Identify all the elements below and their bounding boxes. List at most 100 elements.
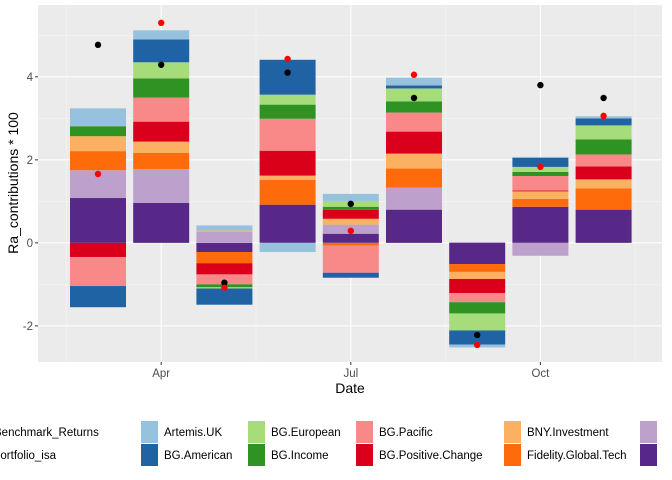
bar-segment — [575, 209, 632, 243]
bar-segment — [322, 193, 379, 201]
bar-segment — [386, 112, 442, 132]
legend-swatch — [356, 444, 373, 466]
bar-segment — [196, 230, 253, 232]
legend-swatch — [504, 444, 521, 466]
y-axis-label: Ra_contributions * 100 — [5, 112, 21, 254]
bar-segment — [512, 176, 569, 191]
bar-segment — [259, 150, 316, 176]
y-tick-label: 2 — [27, 155, 33, 167]
y-tick-label: 0 — [27, 238, 33, 250]
bar-segment — [322, 218, 379, 225]
bar-segment — [133, 39, 190, 63]
legend-swatch — [141, 444, 158, 466]
bar-segment — [133, 141, 190, 153]
legend-swatch — [248, 421, 265, 443]
bar-segment — [322, 206, 379, 210]
bar-segment — [70, 108, 126, 127]
bar-segment — [386, 187, 442, 210]
bar-segment — [259, 59, 316, 95]
bar-segment — [386, 168, 442, 188]
bar-segment — [322, 272, 379, 278]
data-point — [410, 71, 418, 78]
bar-segment — [196, 263, 253, 275]
legend-swatch — [356, 421, 373, 443]
bar-segment — [259, 179, 316, 205]
bar-segment — [70, 256, 126, 287]
bar-segment — [575, 118, 632, 126]
legend-swatch — [640, 421, 657, 443]
bar-segment — [512, 206, 569, 243]
legend-label: BG.Pacific — [379, 427, 433, 439]
bar-segment — [196, 231, 253, 243]
legend: Benchmark_Returns portfolio_isa Artemis.UK… — [0, 421, 657, 466]
data-point — [600, 94, 607, 102]
bars — [70, 30, 632, 348]
bar-segment — [133, 203, 190, 243]
bar-segment — [133, 152, 190, 169]
y-tick-label: -2 — [23, 321, 33, 333]
data-point — [347, 200, 354, 208]
legend-label: Benchmark_Returns — [0, 427, 99, 439]
bar-segment — [133, 62, 190, 79]
bar-segment — [259, 118, 316, 151]
bar-segment — [512, 242, 569, 256]
bar-segment — [575, 125, 632, 140]
legend-label: Artemis.UK — [164, 427, 222, 439]
legend-label: portfolio_isa — [0, 450, 57, 462]
bar-segment — [512, 171, 569, 177]
bar-segment — [449, 271, 506, 279]
bar-segment — [322, 242, 379, 246]
data-point — [474, 341, 481, 349]
data-point — [158, 61, 165, 68]
legend-swatch — [640, 444, 657, 466]
legend-label: BG.Positive.Change — [379, 450, 483, 462]
y-tick-label: 4 — [27, 72, 34, 84]
data-point — [537, 81, 544, 89]
bar-segment — [196, 274, 253, 285]
x-tick-label: Oct — [531, 368, 550, 380]
x-axis-label: Date — [335, 380, 365, 396]
bar-segment — [133, 121, 190, 142]
bar-segment — [575, 166, 632, 180]
bar-segment — [386, 85, 442, 89]
bar-segment — [575, 188, 632, 210]
bar-segment — [133, 168, 190, 204]
bar-segment — [70, 198, 126, 243]
bar-segment — [133, 78, 190, 98]
legend-label: Fidelity.Global.Tech — [527, 450, 627, 462]
bar-segment — [70, 151, 126, 171]
bar-segment — [196, 288, 253, 305]
bar-segment — [196, 242, 253, 252]
bar-segment — [70, 136, 126, 152]
data-point — [600, 112, 607, 120]
data-point — [94, 170, 102, 178]
bar-segment — [512, 198, 569, 207]
bar-segment — [512, 157, 569, 167]
bar-segment — [259, 242, 316, 252]
bar-segment — [70, 286, 126, 308]
bar-segment — [449, 278, 506, 294]
bar-segment — [449, 242, 506, 243]
bar-segment — [322, 233, 379, 243]
legend-label: BG.European — [271, 427, 341, 439]
x-tick-label: Apr — [152, 368, 170, 380]
x-tick-label: Jul — [343, 368, 358, 380]
data-point — [94, 41, 102, 49]
bar-segment — [322, 209, 379, 219]
bar-segment — [70, 242, 126, 257]
bar-segment — [133, 97, 190, 122]
bar-segment — [259, 104, 316, 119]
points — [94, 19, 607, 349]
bar-segment — [575, 179, 632, 189]
data-point — [537, 163, 544, 171]
data-point — [347, 227, 354, 235]
bar-segment — [449, 264, 506, 272]
bar-segment — [575, 139, 632, 155]
data-point — [158, 19, 165, 27]
data-point — [284, 69, 291, 76]
bar-segment — [386, 153, 442, 169]
legend-label: BG.American — [164, 450, 232, 462]
bar-segment — [449, 302, 506, 314]
data-point — [284, 55, 291, 63]
